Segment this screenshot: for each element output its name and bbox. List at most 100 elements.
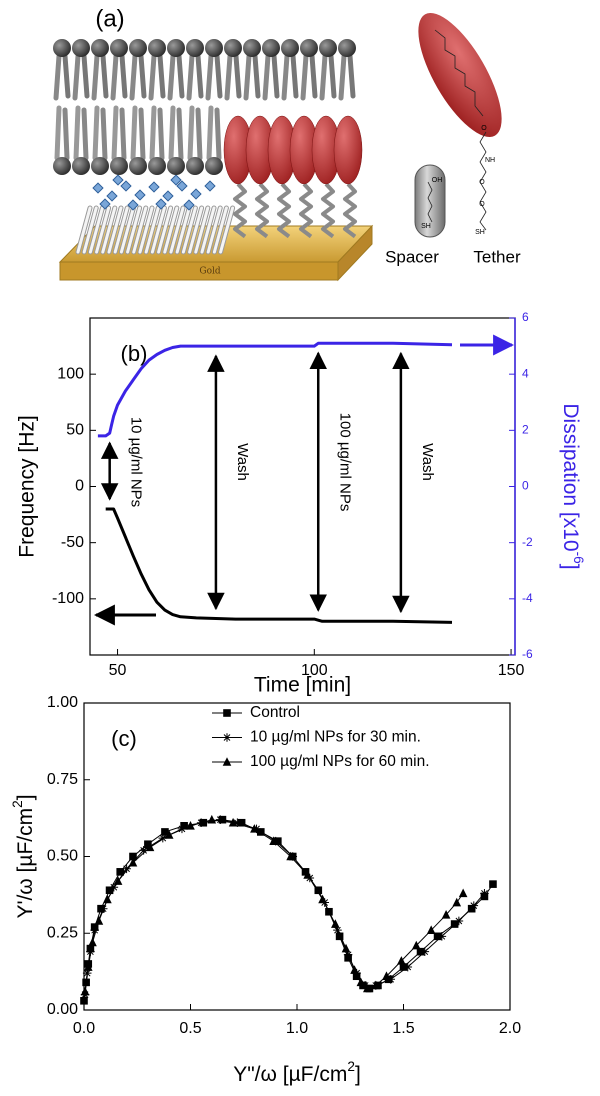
lipid-tail — [290, 53, 299, 99]
marker — [489, 880, 497, 888]
lipid-tail — [92, 105, 100, 161]
atom-label: OH — [432, 177, 443, 184]
tether-chain — [233, 182, 247, 239]
legend-marker — [222, 733, 232, 742]
y-tick-label: 0.50 — [47, 848, 78, 865]
nanoparticle — [99, 198, 111, 210]
panel-label: (b) — [121, 341, 148, 366]
spacer-chain — [126, 206, 142, 254]
marker — [360, 981, 370, 990]
lipid-head — [186, 39, 204, 57]
tether-head — [333, 115, 363, 185]
lipid-head — [91, 157, 109, 175]
tether-label: Tether — [473, 247, 521, 266]
lipid-tail — [119, 53, 128, 99]
marker — [164, 830, 174, 839]
legend-label: 100 µg/ml NPs for 60 min. — [250, 753, 430, 770]
lipid-head — [205, 39, 223, 57]
lipid-tail — [157, 107, 165, 161]
nanoparticle — [183, 199, 195, 211]
marker — [98, 904, 108, 913]
spacer-chain — [181, 206, 197, 254]
y2-tick-label: -4 — [522, 591, 533, 605]
nanoparticle — [155, 198, 167, 210]
x-tick-label: 150 — [498, 662, 525, 679]
lipid-tail — [205, 53, 214, 101]
marker — [207, 814, 217, 824]
lipid-tail — [149, 105, 157, 161]
spacer-chain — [194, 206, 210, 254]
marker — [467, 904, 476, 913]
spacer-chain — [88, 206, 104, 254]
lipid-head — [167, 39, 185, 57]
lipid-tail — [54, 105, 62, 161]
marker — [228, 817, 238, 827]
lipid-head — [243, 39, 261, 57]
nanoparticle — [112, 174, 124, 186]
spacer-chain — [163, 206, 179, 254]
lipid-tail — [73, 105, 81, 161]
lipid-tail — [281, 53, 290, 101]
lipid-head — [167, 157, 185, 175]
lipid-tail — [129, 53, 138, 101]
marker — [350, 965, 359, 974]
marker — [88, 937, 97, 947]
lipid-tail — [62, 53, 71, 99]
y2-tick-label: 2 — [522, 423, 529, 437]
tether-chain — [321, 182, 335, 239]
lipid-tail — [319, 53, 328, 101]
y2-tick-label: -2 — [522, 535, 533, 549]
lipid-tail — [176, 53, 185, 99]
spacer-label: Spacer — [385, 247, 439, 266]
y-axis-label-sup: 2 — [10, 800, 25, 808]
y-tick-label: 0.75 — [47, 771, 78, 788]
lipid-tail — [110, 53, 119, 101]
lipid-tail — [138, 107, 146, 161]
nanoparticle — [106, 190, 118, 202]
annotation-text: 10 µg/ml NPs — [128, 417, 145, 507]
y-tick-label: -50 — [61, 534, 84, 551]
marker — [80, 996, 88, 1005]
marker — [371, 980, 381, 990]
marker — [341, 943, 351, 953]
marker — [397, 956, 406, 965]
marker — [94, 916, 104, 925]
marker — [80, 986, 90, 996]
marker — [420, 947, 430, 956]
data-line — [97, 341, 453, 438]
lipid-head — [186, 157, 204, 175]
lipid-head — [148, 39, 166, 57]
marker — [158, 833, 168, 843]
lipid-tail — [233, 53, 242, 99]
lipid-tail — [328, 53, 337, 99]
tether-chain — [299, 182, 313, 239]
lipid-tail — [195, 107, 203, 161]
y-tick-label: 50 — [66, 422, 84, 439]
x-tick-label: 50 — [109, 662, 127, 679]
marker — [105, 886, 114, 895]
marker — [250, 824, 259, 833]
lipid-tail — [91, 53, 100, 101]
lipid-head — [53, 157, 71, 175]
lipid-tail — [206, 105, 214, 161]
lipid-tail — [167, 53, 176, 101]
lipid-tail — [300, 53, 309, 101]
marker — [318, 894, 327, 904]
marker — [426, 925, 436, 934]
marker — [161, 828, 169, 836]
y2-axis-label-text: Dissipation [x10 — [559, 403, 582, 551]
annotation-text: 100 µg/ml NPs — [336, 413, 353, 512]
lipid-head — [224, 39, 242, 57]
y-axis-label-end: ] — [14, 794, 37, 800]
tether-chain — [277, 182, 291, 239]
marker — [216, 815, 225, 824]
nanoparticle — [162, 190, 174, 202]
lipid-tail — [100, 53, 109, 99]
marker — [458, 888, 468, 898]
nanoparticle — [176, 180, 188, 192]
x-tick-label: 0.0 — [73, 1020, 95, 1037]
marker — [90, 925, 99, 935]
marker — [128, 857, 138, 867]
